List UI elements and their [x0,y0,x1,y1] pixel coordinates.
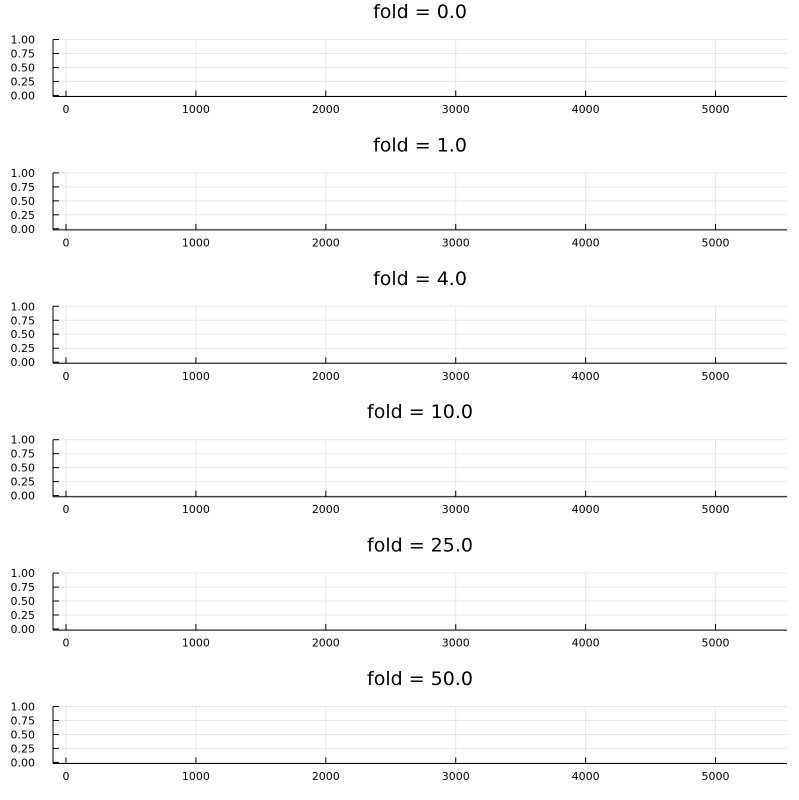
y-tick-label: 0.75 [11,448,36,461]
x-tick-label: 2000 [312,637,340,650]
y-tick-label: 0.00 [11,490,36,503]
x-tick-label: 1000 [182,503,210,516]
x-tick-label: 0 [62,637,69,650]
y-tick-label: 0.00 [11,89,36,102]
panel-title: fold = 50.0 [367,668,473,690]
panel-title: fold = 10.0 [367,401,473,423]
x-tick-label: 3000 [442,103,470,116]
y-tick-label: 0.75 [11,581,36,594]
x-tick-label: 1000 [182,370,210,383]
panel-title: fold = 1.0 [373,134,467,156]
x-tick-label: 4000 [572,770,600,783]
y-tick-label: 0.50 [11,328,36,341]
y-tick-label: 0.50 [11,61,36,74]
x-tick-label: 1000 [182,770,210,783]
x-tick-label: 3000 [442,637,470,650]
x-tick-label: 5000 [702,370,730,383]
y-tick-label: 0.50 [11,195,36,208]
x-tick-label: 0 [62,103,69,116]
x-tick-label: 1000 [182,637,210,650]
panel-title: fold = 25.0 [367,535,473,557]
y-tick-label: 0.25 [11,209,36,222]
y-tick-label: 1.00 [11,300,36,313]
x-tick-label: 1000 [182,236,210,249]
y-tick-label: 1.00 [11,567,36,580]
y-tick-label: 0.00 [11,623,36,636]
y-tick-label: 0.75 [11,314,36,327]
y-tick-label: 0.75 [11,47,36,60]
y-tick-label: 0.00 [11,756,36,769]
y-tick-label: 0.00 [11,223,36,236]
subplot-panel: fold = 25.0 0.000.250.500.751.00 0 1000 2000… [11,535,787,650]
x-tick-label: 3000 [442,370,470,383]
y-tick-label: 1.00 [11,34,36,47]
y-tick-label: 0.00 [11,356,36,369]
x-tick-label: 2000 [312,236,340,249]
panel-title: fold = 0.0 [373,1,467,23]
x-tick-label: 2000 [312,770,340,783]
x-tick-label: 4000 [572,503,600,516]
subplot-panel: fold = 4.0 0.000.250.500.751.00 0 1000 2000 3… [11,268,787,383]
x-tick-label: 1000 [182,103,210,116]
x-tick-label: 5000 [702,503,730,516]
x-tick-label: 5000 [702,770,730,783]
y-tick-label: 1.00 [11,701,36,714]
x-tick-label: 4000 [572,103,600,116]
x-tick-label: 2000 [312,103,340,116]
y-tick-label: 0.25 [11,476,36,489]
x-tick-label: 0 [62,770,69,783]
y-tick-label: 0.50 [11,728,36,741]
subplot-panel: fold = 10.0 0.000.250.500.751.00 0 1000 2000… [11,401,787,516]
x-tick-label: 2000 [312,370,340,383]
x-tick-label: 5000 [702,103,730,116]
y-tick-label: 1.00 [11,434,36,447]
subplot-panel: fold = 50.0 0.000.250.500.751.00 0 1000 2000… [11,668,787,783]
y-tick-label: 0.75 [11,181,36,194]
y-tick-label: 0.50 [11,462,36,475]
x-tick-label: 3000 [442,503,470,516]
x-tick-label: 2000 [312,503,340,516]
y-tick-label: 0.25 [11,742,36,755]
subplot-panel: fold = 1.0 0.000.250.500.751.00 0 1000 2000 3… [11,134,787,249]
x-tick-label: 3000 [442,770,470,783]
x-tick-label: 0 [62,503,69,516]
x-tick-label: 4000 [572,236,600,249]
y-tick-label: 0.25 [11,75,36,88]
y-tick-label: 0.25 [11,342,36,355]
x-tick-label: 0 [62,370,69,383]
y-tick-label: 0.50 [11,595,36,608]
x-tick-label: 3000 [442,236,470,249]
y-tick-label: 1.00 [11,167,36,180]
x-tick-label: 4000 [572,370,600,383]
panel-title: fold = 4.0 [373,268,467,290]
y-tick-label: 0.75 [11,714,36,727]
x-tick-label: 5000 [702,236,730,249]
subplot-panel: fold = 0.0 0.000.250.500.751.00 0 1000 2000 3… [11,1,787,116]
x-tick-label: 0 [62,236,69,249]
x-tick-label: 4000 [572,637,600,650]
y-tick-label: 0.25 [11,609,36,622]
x-tick-label: 5000 [702,637,730,650]
